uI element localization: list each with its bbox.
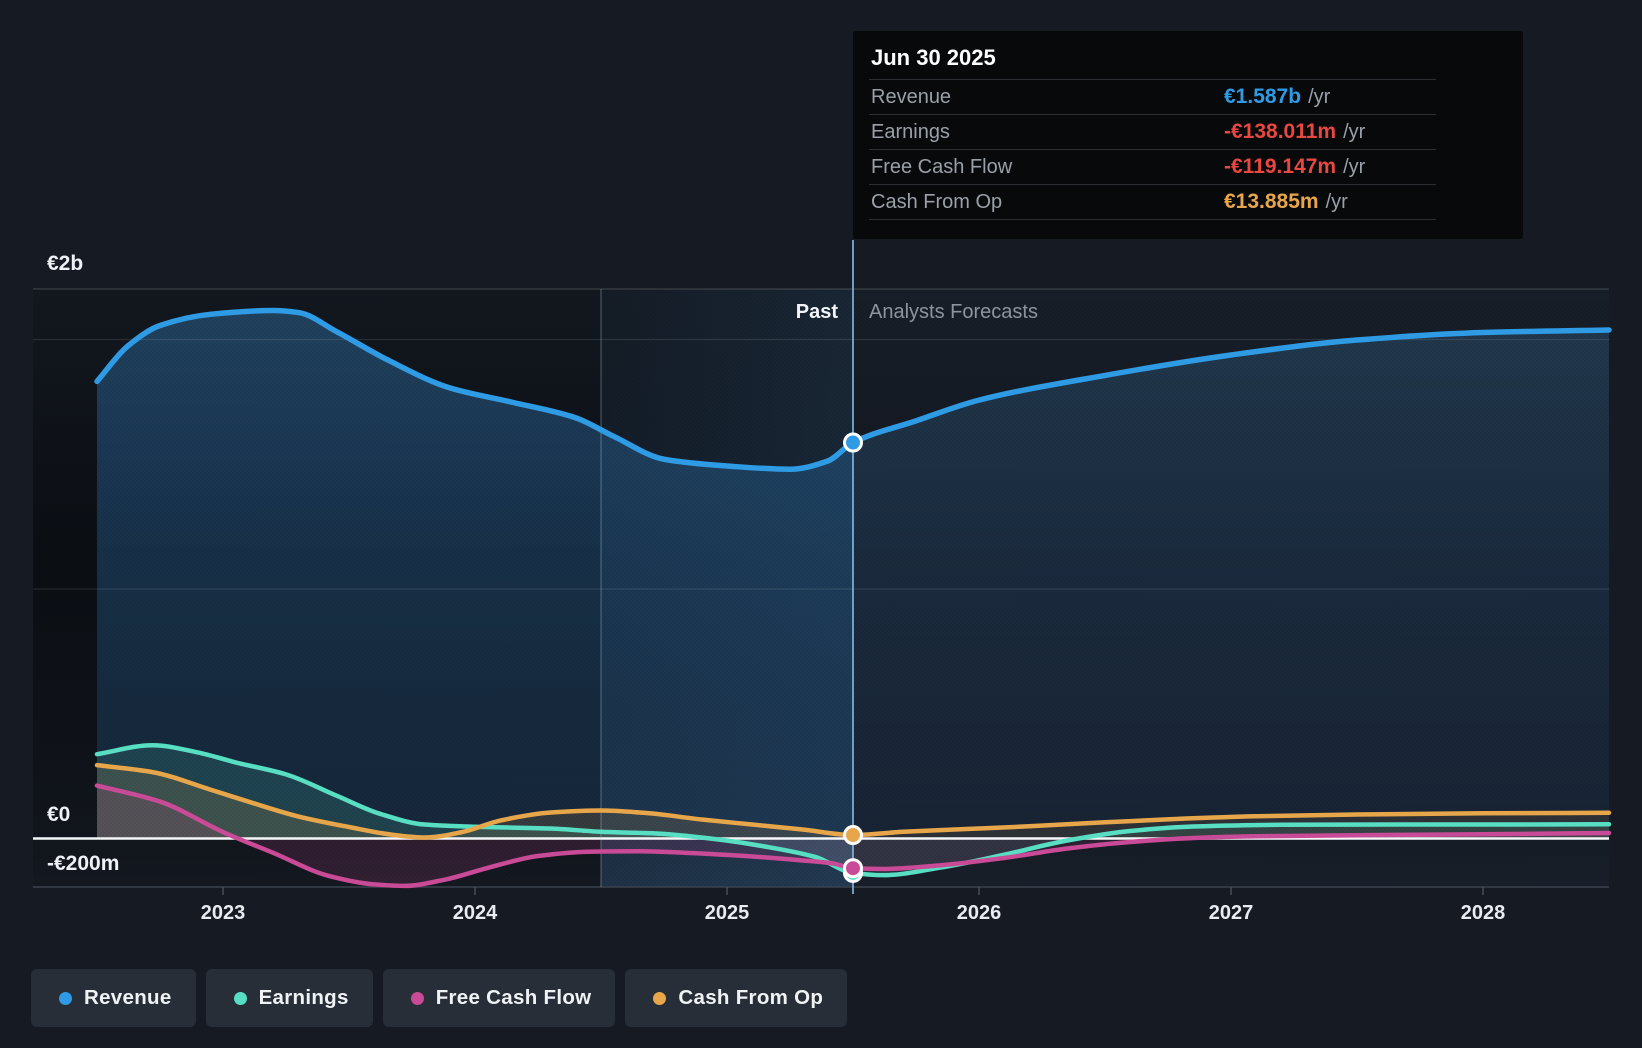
x-axis-label-2025: 2025 (704, 902, 750, 924)
tooltip-row-earnings: Earnings -€138.011m/yr (869, 115, 1436, 150)
free-cash-flow-line[interactable] (94, 783, 1612, 889)
tooltip-row-value: €13.885m (1224, 190, 1319, 213)
legend-dot-icon (410, 991, 424, 1005)
tooltip-row-value: -€119.147m (1224, 155, 1337, 178)
revenue-line[interactable] (94, 307, 1612, 472)
tooltip-row-label: Revenue (871, 85, 952, 108)
tooltip-row-label: Cash From Op (871, 190, 1003, 213)
tooltip-row-unit: /yr (1308, 85, 1331, 108)
tooltip-row-free-cash-flow: Free Cash Flow -€119.147m/yr (869, 150, 1436, 185)
tooltip-row-label: Free Cash Flow (871, 155, 1013, 178)
legend-dot-icon (233, 991, 247, 1005)
forecast-zone-label: Analysts Forecasts (869, 301, 1038, 323)
tooltip-row-unit: /yr (1325, 190, 1348, 213)
tooltip-row-value: -€138.011m (1224, 120, 1337, 143)
x-axis-label-2028: 2028 (1460, 902, 1506, 924)
legend-dot-icon (59, 991, 72, 1005)
cash-from-op-line[interactable] (94, 762, 1612, 840)
y-axis-label-2b: €2b (47, 252, 84, 275)
tooltip-row-label: Earnings (871, 120, 950, 143)
x-axis-label-2026: 2026 (956, 902, 1002, 924)
tooltip-row-value: €1.587b (1224, 85, 1302, 108)
y-axis-label-0: €0 (47, 803, 71, 826)
chart-tooltip: Jun 30 2025 Revenue €1.587b/yr Earnings -€1… (853, 31, 1523, 239)
legend-item-free-cash-flow[interactable]: Free Cash Flow (382, 969, 616, 1027)
chart-legend: Revenue Earnings Free Cash Flow Cash From O… (31, 969, 848, 1027)
tooltip-date: Jun 30 2025 (869, 31, 1436, 80)
marker-free-cash-flow[interactable] (843, 858, 863, 879)
legend-item-label: Revenue (84, 986, 172, 1009)
x-axis-label-2027: 2027 (1208, 902, 1254, 924)
tooltip-row-cash-from-op: Cash From Op €13.885m/yr (869, 185, 1436, 220)
legend-item-label: Cash From Op (678, 986, 824, 1009)
tooltip-row-unit: /yr (1343, 120, 1366, 143)
legend-item-label: Free Cash Flow (435, 986, 592, 1009)
marker-revenue[interactable] (843, 432, 863, 453)
earnings-line[interactable] (94, 742, 1612, 878)
x-axis-label-2023: 2023 (200, 902, 246, 924)
y-axis-label-neg200m: -€200m (47, 852, 120, 875)
x-axis-label-2024: 2024 (452, 902, 498, 924)
tooltip-row-revenue: Revenue €1.587b/yr (869, 80, 1436, 115)
legend-item-cash-from-op[interactable]: Cash From Op (625, 969, 848, 1027)
legend-item-revenue[interactable]: Revenue (31, 969, 196, 1027)
plot-texture (33, 289, 1609, 887)
legend-dot-icon (653, 991, 667, 1005)
legend-item-label: Earnings (258, 986, 349, 1009)
marker-cash-from-op[interactable] (843, 825, 863, 846)
past-zone-label: Past (795, 301, 838, 323)
legend-item-earnings[interactable]: Earnings (205, 969, 373, 1027)
tooltip-row-unit: /yr (1343, 155, 1366, 178)
